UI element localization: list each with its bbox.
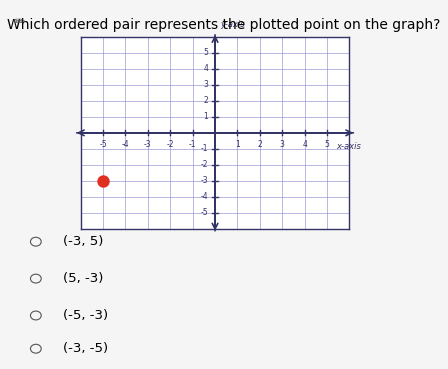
Text: -5: -5 — [99, 140, 107, 149]
Text: (-3, 5): (-3, 5) — [63, 235, 103, 248]
Text: 2: 2 — [203, 96, 208, 106]
Text: -2: -2 — [167, 140, 174, 149]
Text: 4: 4 — [203, 64, 208, 73]
Text: -3: -3 — [201, 176, 208, 185]
Text: 5: 5 — [325, 140, 329, 149]
Text: Which ordered pair represents the plotted point on the graph?: Which ordered pair represents the plotte… — [7, 18, 441, 32]
Text: 1: 1 — [203, 112, 208, 121]
Text: 3: 3 — [203, 80, 208, 89]
Text: -2: -2 — [201, 160, 208, 169]
Text: -3: -3 — [144, 140, 152, 149]
Text: -1: -1 — [189, 140, 196, 149]
Text: -1: -1 — [201, 144, 208, 154]
Text: -5: -5 — [201, 208, 208, 217]
Text: x-axis: x-axis — [336, 142, 361, 151]
Text: 1: 1 — [235, 140, 240, 149]
Text: (5, -3): (5, -3) — [63, 272, 103, 285]
Text: 2: 2 — [258, 140, 262, 149]
Text: ✏: ✏ — [13, 15, 25, 29]
Point — [99, 178, 107, 184]
Text: -4: -4 — [121, 140, 129, 149]
Text: 5: 5 — [203, 48, 208, 58]
Text: y-axis: y-axis — [220, 20, 245, 29]
Text: (-5, -3): (-5, -3) — [63, 309, 108, 322]
Text: -4: -4 — [201, 192, 208, 201]
Text: (-3, -5): (-3, -5) — [63, 342, 108, 355]
Text: 4: 4 — [302, 140, 307, 149]
Text: 3: 3 — [280, 140, 284, 149]
